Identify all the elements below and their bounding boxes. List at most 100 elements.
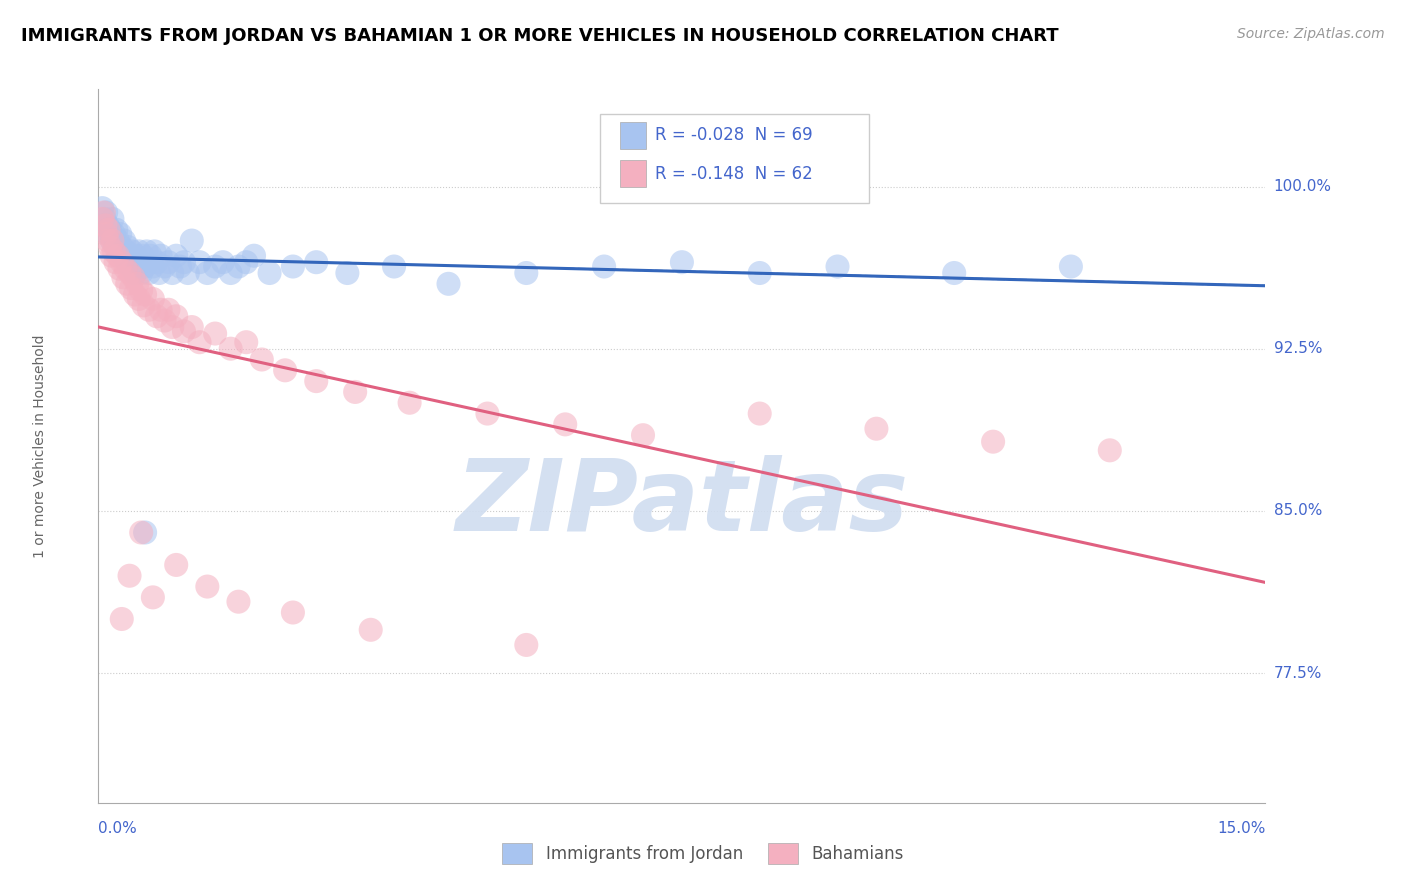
Point <box>157 302 180 317</box>
Point <box>132 249 155 263</box>
Point <box>188 335 211 350</box>
Point <box>212 255 235 269</box>
Point <box>142 260 165 274</box>
Point <box>104 255 127 269</box>
Point <box>162 266 184 280</box>
Point <box>305 255 328 269</box>
Point <box>138 266 160 280</box>
Point <box>593 260 616 274</box>
Point <box>173 255 195 269</box>
Point <box>134 287 156 301</box>
Point <box>129 266 152 280</box>
Point <box>112 234 135 248</box>
Text: R = -0.028  N = 69: R = -0.028 N = 69 <box>655 127 813 145</box>
Point <box>180 320 202 334</box>
Point <box>398 396 420 410</box>
Point <box>554 417 576 432</box>
Point <box>243 249 266 263</box>
Text: 100.0%: 100.0% <box>1274 179 1331 194</box>
Point <box>865 422 887 436</box>
Point <box>142 591 165 605</box>
Point <box>219 342 242 356</box>
Point <box>111 612 134 626</box>
Point <box>1098 443 1121 458</box>
Point <box>235 335 257 350</box>
Point <box>204 326 226 341</box>
Point <box>219 266 242 280</box>
Point <box>336 266 359 280</box>
Text: 92.5%: 92.5% <box>1274 342 1322 356</box>
Point <box>107 249 129 263</box>
Point <box>121 244 143 259</box>
Point <box>204 260 226 274</box>
Point <box>981 434 1004 449</box>
Point <box>100 234 122 248</box>
Text: 15.0%: 15.0% <box>1218 822 1265 837</box>
Point <box>124 266 146 280</box>
Point <box>122 270 145 285</box>
Point <box>195 266 218 280</box>
Point <box>235 255 257 269</box>
Point <box>97 234 120 248</box>
Point <box>111 255 134 269</box>
Point <box>129 525 152 540</box>
Point <box>748 266 770 280</box>
Point <box>93 211 115 226</box>
Point <box>165 249 187 263</box>
Point <box>153 313 176 327</box>
Point <box>132 298 155 312</box>
Point <box>101 211 124 226</box>
Point <box>103 244 125 259</box>
Text: ZIPatlas: ZIPatlas <box>456 455 908 551</box>
Point <box>134 525 156 540</box>
Point <box>129 283 152 297</box>
Point <box>111 240 134 254</box>
Text: Source: ZipAtlas.com: Source: ZipAtlas.com <box>1237 27 1385 41</box>
Point <box>127 277 149 291</box>
Point <box>91 201 114 215</box>
Point <box>259 266 281 280</box>
Point <box>93 205 115 219</box>
Point <box>382 260 405 274</box>
Point <box>120 281 142 295</box>
Point <box>118 249 141 263</box>
Text: R = -0.148  N = 62: R = -0.148 N = 62 <box>655 165 813 183</box>
Point <box>118 266 141 280</box>
Point <box>108 244 131 259</box>
Point <box>117 240 139 254</box>
Point <box>94 219 117 233</box>
Point <box>143 244 166 259</box>
Point <box>114 261 136 276</box>
Point <box>135 244 157 259</box>
Legend: Immigrants from Jordan, Bahamians: Immigrants from Jordan, Bahamians <box>496 837 910 871</box>
Point <box>169 260 191 274</box>
Point <box>98 223 121 237</box>
Text: IMMIGRANTS FROM JORDAN VS BAHAMIAN 1 OR MORE VEHICLES IN HOUSEHOLD CORRELATION C: IMMIGRANTS FROM JORDAN VS BAHAMIAN 1 OR … <box>21 27 1059 45</box>
Point <box>228 260 250 274</box>
Text: 85.0%: 85.0% <box>1274 503 1322 518</box>
Point <box>165 310 187 324</box>
Point <box>188 255 211 269</box>
Text: 77.5%: 77.5% <box>1274 665 1322 681</box>
Point <box>104 240 127 254</box>
Point <box>98 240 121 254</box>
Point <box>91 211 114 226</box>
Point <box>124 287 146 301</box>
Point <box>120 260 142 274</box>
Point <box>134 260 156 274</box>
Point <box>97 223 120 237</box>
Point <box>115 255 138 269</box>
Point <box>149 302 172 317</box>
Point <box>305 374 328 388</box>
Point <box>146 310 169 324</box>
Point <box>127 260 149 274</box>
Point <box>515 266 537 280</box>
Point <box>125 249 148 263</box>
Point <box>128 244 150 259</box>
Point <box>281 606 304 620</box>
Point <box>146 255 169 269</box>
Point <box>631 428 654 442</box>
Point <box>437 277 460 291</box>
Text: 1 or more Vehicles in Household: 1 or more Vehicles in Household <box>34 334 46 558</box>
Point <box>112 249 135 263</box>
